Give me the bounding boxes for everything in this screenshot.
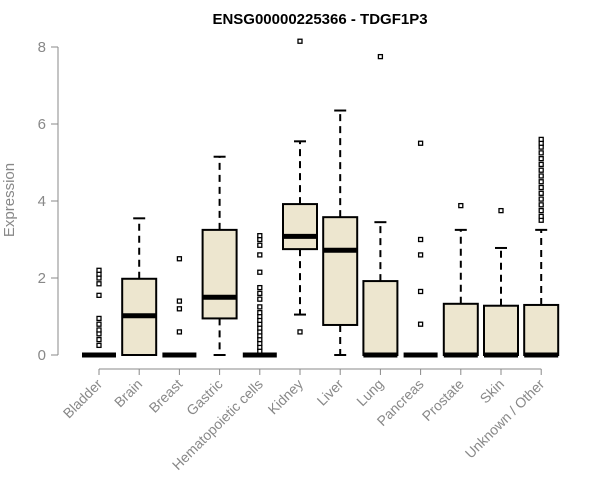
chart-title: ENSG00000225366 - TDGF1P3 bbox=[212, 11, 427, 28]
outlier-point bbox=[417, 321, 424, 327]
outlier-point bbox=[176, 329, 183, 335]
y-axis-label: Expression bbox=[1, 163, 18, 237]
outlier-point bbox=[538, 150, 544, 156]
box-5 bbox=[282, 38, 318, 335]
outlier-point bbox=[538, 196, 544, 202]
outlier-point bbox=[176, 256, 183, 262]
box-6 bbox=[322, 109, 359, 356]
x-tick-label: Liver bbox=[314, 376, 347, 409]
box-3 bbox=[201, 155, 238, 356]
box-8 bbox=[403, 140, 438, 358]
outlier-point bbox=[417, 140, 424, 146]
outlier-point bbox=[417, 236, 424, 243]
box-0 bbox=[82, 267, 116, 358]
boxes-group bbox=[82, 38, 560, 358]
outlier-point bbox=[538, 202, 544, 208]
box-10 bbox=[483, 207, 519, 358]
x-tick-label: Lung bbox=[353, 376, 386, 409]
outlier-point bbox=[96, 321, 102, 327]
outlier-point bbox=[538, 184, 544, 191]
outlier-point bbox=[257, 296, 263, 302]
outlier-point bbox=[257, 290, 263, 297]
outlier-point bbox=[538, 155, 544, 162]
outlier-point bbox=[176, 298, 183, 304]
box-iqr bbox=[523, 303, 560, 357]
y-tick-label: 0 bbox=[38, 347, 46, 364]
outlier-point bbox=[538, 179, 544, 185]
outlier-point bbox=[417, 252, 424, 258]
y-tick-label: 2 bbox=[38, 270, 46, 287]
outlier-point bbox=[538, 136, 544, 143]
outlier-point bbox=[538, 207, 544, 214]
outlier-point bbox=[257, 269, 263, 275]
outlier-point bbox=[297, 329, 303, 335]
outlier-point bbox=[257, 309, 263, 316]
outlier-point bbox=[498, 207, 504, 214]
box-iqr bbox=[282, 203, 318, 251]
outlier-point bbox=[96, 292, 102, 298]
x-tick-label: Breast bbox=[146, 376, 186, 416]
y-tick-label: 8 bbox=[38, 39, 46, 56]
box-iqr bbox=[483, 304, 519, 356]
y-tick-label: 6 bbox=[38, 116, 46, 133]
outlier-point bbox=[257, 232, 263, 239]
outlier-point bbox=[96, 327, 102, 333]
box-9 bbox=[442, 202, 479, 358]
x-tick-label: Kidney bbox=[265, 376, 307, 418]
outlier-point bbox=[257, 284, 263, 291]
outlier-point bbox=[538, 167, 544, 173]
box-7 bbox=[362, 53, 399, 358]
outlier-point bbox=[257, 252, 263, 258]
box-iqr bbox=[442, 302, 479, 357]
box-iqr bbox=[362, 280, 399, 356]
outlier-point bbox=[96, 342, 102, 349]
outlier-point bbox=[257, 304, 263, 310]
x-tick-label: Prostate bbox=[419, 376, 467, 424]
outlier-point bbox=[417, 288, 424, 295]
box-11 bbox=[523, 136, 560, 358]
x-tick-label: Skin bbox=[477, 376, 508, 407]
outlier-point bbox=[538, 173, 544, 179]
outlier-point bbox=[96, 267, 102, 273]
y-tick-label: 4 bbox=[38, 193, 46, 210]
outlier-point bbox=[297, 38, 303, 44]
x-tick-label: Brain bbox=[111, 376, 145, 410]
outlier-point bbox=[538, 161, 544, 168]
box-4 bbox=[242, 232, 277, 358]
box-2 bbox=[162, 256, 197, 358]
outlier-point bbox=[538, 213, 544, 220]
outlier-point bbox=[458, 202, 464, 209]
box-iqr bbox=[322, 216, 359, 326]
box-iqr bbox=[201, 228, 238, 320]
box-1 bbox=[121, 217, 158, 356]
outlier-point bbox=[96, 336, 102, 343]
outlier-point bbox=[257, 242, 263, 248]
y-axis: 0 2 4 6 8 bbox=[38, 39, 59, 364]
outlier-point bbox=[538, 190, 544, 196]
outlier-point bbox=[176, 306, 183, 312]
outlier-point bbox=[377, 53, 384, 60]
outlier-point bbox=[96, 315, 102, 322]
x-tick-label: Bladder bbox=[60, 376, 106, 422]
outlier-point bbox=[96, 281, 102, 287]
